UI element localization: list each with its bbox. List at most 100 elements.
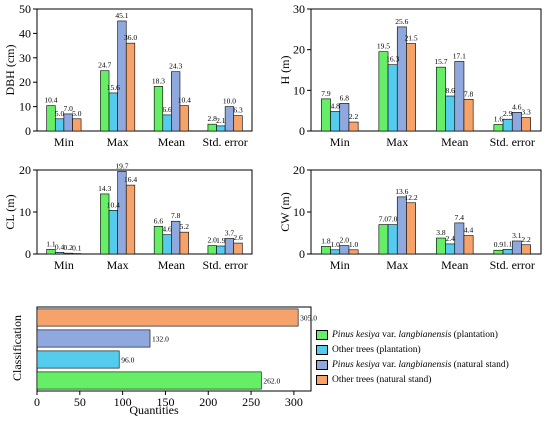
data-label: 1.6 — [494, 114, 504, 123]
data-label: 16.3 — [386, 55, 399, 64]
bar — [502, 118, 513, 132]
category-label: Mean — [441, 135, 468, 149]
bar — [36, 329, 151, 348]
bar — [511, 240, 522, 255]
data-label: 15.6 — [107, 83, 120, 92]
data-label: 262.0 — [263, 377, 280, 386]
x-tick-label: 150 — [156, 395, 174, 409]
data-label: 3.7 — [225, 228, 235, 237]
bar — [396, 196, 407, 255]
data-label: 10.0 — [223, 97, 236, 106]
y-tick-label: 10 — [293, 83, 305, 97]
y-axis-label: CW (m) — [278, 192, 292, 231]
chart-2 — [33, 169, 253, 255]
bar — [153, 86, 164, 132]
bar — [36, 350, 120, 369]
y-tick-label: 10 — [19, 205, 31, 219]
chart-1 — [307, 8, 542, 132]
data-label: 15.7 — [434, 57, 447, 66]
legend-swatch — [316, 360, 328, 370]
data-label: 24.7 — [98, 61, 111, 70]
data-label: 45.1 — [115, 11, 128, 20]
bar — [502, 249, 513, 255]
y-tick-label: 30 — [293, 2, 305, 16]
data-label: 132.0 — [152, 335, 169, 344]
chart-3 — [307, 169, 542, 255]
y-axis-label: DBH (cm) — [3, 45, 17, 96]
legend-item-pinus-natural: Pinus kesiya var. langbianensis (natural… — [316, 358, 550, 372]
legend-label: Other trees (plantation) — [332, 345, 421, 355]
data-label: 12.2 — [404, 193, 417, 202]
bar — [125, 184, 136, 255]
data-label: 3.8 — [436, 228, 446, 237]
data-label: 7.8 — [464, 89, 474, 98]
data-label: 6.6 — [154, 216, 164, 225]
legend-item-pinus-plantation: Pinus kesiya var. langbianensis (plantat… — [316, 328, 550, 342]
bar — [521, 244, 531, 255]
data-label: 7.0 — [379, 215, 389, 224]
y-tick-label: 20 — [19, 163, 31, 177]
data-label: 4.8 — [330, 101, 340, 110]
data-label: 7.0 — [388, 215, 398, 224]
bar — [454, 61, 465, 132]
bar — [463, 98, 474, 132]
x-tick-label: 200 — [199, 395, 217, 409]
plot-frame — [36, 8, 253, 132]
bar — [521, 117, 531, 132]
data-label: 1.1 — [46, 239, 56, 248]
bar — [233, 242, 243, 255]
bar — [436, 66, 446, 132]
bar — [108, 92, 118, 132]
bar — [454, 222, 465, 255]
y-axis-label: H (m) — [278, 56, 292, 85]
data-label: 2.9 — [503, 109, 513, 118]
bar — [463, 235, 474, 255]
data-label: 36.0 — [124, 33, 137, 42]
bar — [493, 249, 504, 255]
bar — [171, 71, 181, 132]
data-label: 8.6 — [445, 86, 455, 95]
x-tick-label: 250 — [242, 395, 260, 409]
bar — [46, 105, 56, 132]
y-tick-label: 40 — [19, 26, 31, 40]
bar — [46, 249, 56, 255]
bar — [330, 111, 341, 132]
data-label: 16.4 — [124, 175, 137, 184]
data-label: 2.2 — [349, 112, 359, 121]
data-label: 1.0 — [330, 240, 340, 249]
legend-swatch — [316, 330, 328, 340]
plot-frame — [310, 8, 542, 132]
data-label: 10.4 — [107, 200, 120, 209]
category-label: Min — [330, 135, 350, 149]
data-label: 1.9 — [216, 236, 226, 245]
bar — [179, 105, 189, 132]
bar — [63, 252, 73, 255]
data-label: 2.0 — [208, 236, 218, 245]
category-label: Max — [107, 258, 129, 272]
bar — [54, 118, 65, 132]
bar — [378, 224, 389, 255]
data-label: 6.8 — [340, 93, 350, 102]
legend-label: Other trees (natural stand) — [332, 375, 432, 385]
category-label: Std. error — [490, 135, 535, 149]
bar — [493, 124, 504, 132]
data-label: 21.5 — [404, 34, 417, 43]
plot-frame — [36, 306, 312, 392]
bar — [445, 95, 456, 132]
bar — [36, 371, 262, 390]
bar — [436, 237, 446, 255]
bar — [387, 64, 398, 132]
y-axis-label: Classification — [10, 315, 24, 381]
category-label: Min — [54, 258, 74, 272]
data-label: 4.4 — [464, 226, 474, 235]
bar — [339, 103, 350, 132]
bar — [72, 118, 82, 132]
data-label: 24.3 — [169, 62, 182, 71]
data-label: 4.6 — [512, 102, 522, 111]
bar — [207, 245, 217, 255]
y-tick-label: 30 — [19, 51, 31, 65]
data-label: 17.1 — [453, 51, 466, 60]
category-label: Min — [330, 258, 350, 272]
bar — [387, 224, 398, 255]
data-label: 7.4 — [455, 213, 465, 222]
